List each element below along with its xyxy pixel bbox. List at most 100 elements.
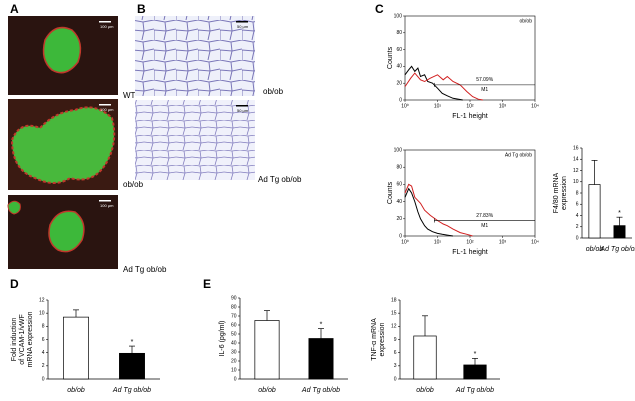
y-tick-label: 2 — [42, 363, 45, 369]
bar — [63, 316, 89, 380]
y-axis-label: of VCAM-1/vWF — [19, 314, 26, 365]
significance: * — [474, 351, 477, 358]
y-tick-label: 3 — [394, 363, 397, 369]
y-tick-label: 12 — [573, 168, 579, 174]
significance: * — [131, 339, 134, 346]
x-tick-label: Ad Tg ob/ob — [599, 246, 635, 253]
gate-label: M1 — [481, 87, 488, 93]
x-tick-label: Ad Tg ob/ob — [112, 387, 151, 394]
gate-percent: 27.83% — [476, 213, 494, 219]
y-tick-label: 60 — [396, 182, 402, 188]
y-tick-label: 0 — [394, 376, 397, 382]
plot-title: Ad Tg ob/ob — [505, 152, 532, 158]
bar — [308, 338, 334, 380]
y-tick-label: 8 — [42, 324, 45, 330]
y-tick-label: 12 — [39, 297, 45, 303]
y-axis-label: TNF-α mRNA — [371, 318, 378, 361]
y-tick-label: 80 — [231, 304, 237, 310]
gate-percent: 57.09% — [476, 77, 494, 83]
micrograph: 50 μm — [135, 16, 255, 96]
gate-label: M1 — [481, 223, 488, 229]
caption: ob/ob — [263, 87, 284, 96]
y-tick-label: 40 — [231, 340, 237, 346]
scale-label: 50 μm — [237, 108, 249, 113]
caption: WT — [123, 91, 136, 100]
y-tick-label: 4 — [576, 213, 579, 219]
histogram-line — [404, 65, 463, 101]
y-tick-label: 16 — [573, 145, 579, 151]
panel-label: E — [203, 277, 211, 291]
y-tick-label: 15 — [391, 310, 397, 316]
y-tick-label: 20 — [396, 216, 402, 222]
x-tick-label: ob/ob — [258, 387, 276, 394]
y-tick-label: 60 — [396, 47, 402, 53]
significance: * — [320, 321, 323, 328]
panel-label: A — [10, 2, 19, 16]
y-tick-label: 40 — [396, 199, 402, 205]
y-axis-label: IL-6 (pg/ml) — [219, 321, 226, 357]
x-tick-label: 10⁴ — [531, 239, 539, 245]
bar — [613, 225, 626, 239]
micrograph: 50 μm — [135, 100, 255, 180]
scale-label: 100 μm — [100, 24, 114, 29]
x-tick-label: 10¹ — [434, 239, 442, 245]
x-tick-label: 10² — [466, 103, 474, 109]
y-tick-label: 0 — [399, 97, 402, 103]
y-tick-label: 0 — [42, 376, 45, 382]
y-tick-label: 70 — [231, 313, 237, 319]
y-tick-label: 6 — [42, 337, 45, 343]
y-tick-label: 18 — [391, 297, 397, 303]
y-tick-label: 4 — [42, 350, 45, 356]
x-tick-label: ob/ob — [416, 387, 434, 394]
histogram-line — [404, 187, 454, 237]
panel-label: D — [10, 277, 19, 291]
bar — [413, 335, 437, 380]
significance: * — [618, 210, 621, 217]
x-tick-label: 10¹ — [434, 103, 442, 109]
micrograph: 100 μm — [8, 16, 118, 95]
x-tick-label: Ad Tg ob/ob — [455, 387, 494, 394]
y-tick-label: 2 — [576, 224, 579, 230]
x-tick-label: 10⁰ — [401, 103, 409, 109]
micrograph: 100 μm — [8, 99, 118, 190]
y-axis-label: expression — [561, 176, 568, 210]
y-tick-label: 40 — [396, 64, 402, 70]
x-tick-label: 10³ — [499, 103, 507, 109]
y-tick-label: 12 — [391, 324, 397, 330]
x-tick-label: ob/ob — [67, 387, 85, 394]
x-axis-label: FL-1 height — [452, 249, 487, 256]
scale-label: 50 μm — [237, 24, 249, 29]
x-tick-label: 10⁴ — [531, 103, 539, 109]
y-tick-label: 10 — [573, 179, 579, 185]
bar — [588, 184, 601, 239]
x-tick-label: 10² — [466, 239, 474, 245]
y-tick-label: 0 — [399, 233, 402, 239]
panel-label: B — [137, 2, 146, 16]
y-tick-label: 14 — [573, 157, 579, 163]
y-tick-label: 10 — [39, 310, 45, 316]
y-tick-label: 6 — [576, 202, 579, 208]
y-tick-label: 6 — [394, 350, 397, 356]
y-tick-label: 10 — [231, 367, 237, 373]
y-axis-label: Fold induction — [11, 318, 18, 362]
caption: Ad Tg ob/ob — [123, 265, 167, 274]
plot-frame — [404, 149, 536, 237]
y-tick-label: 20 — [231, 358, 237, 364]
y-tick-label: 30 — [231, 349, 237, 355]
scale-label: 100 μm — [100, 107, 114, 112]
scale-label: 100 μm — [100, 203, 114, 208]
bar — [119, 352, 145, 380]
y-tick-label: 9 — [394, 337, 397, 343]
micrograph: 100 μm — [7, 195, 118, 269]
caption: ob/ob — [123, 180, 144, 189]
y-axis-label: F4/80 mRNA — [553, 172, 560, 213]
bar — [254, 320, 280, 380]
y-tick-label: 100 — [394, 13, 403, 19]
y-axis-label: Counts — [387, 46, 394, 69]
y-tick-label: 80 — [396, 30, 402, 36]
y-tick-label: 0 — [576, 235, 579, 241]
y-tick-label: 0 — [234, 376, 237, 382]
y-tick-label: 8 — [576, 190, 579, 196]
caption: Ad Tg ob/ob — [258, 175, 302, 184]
